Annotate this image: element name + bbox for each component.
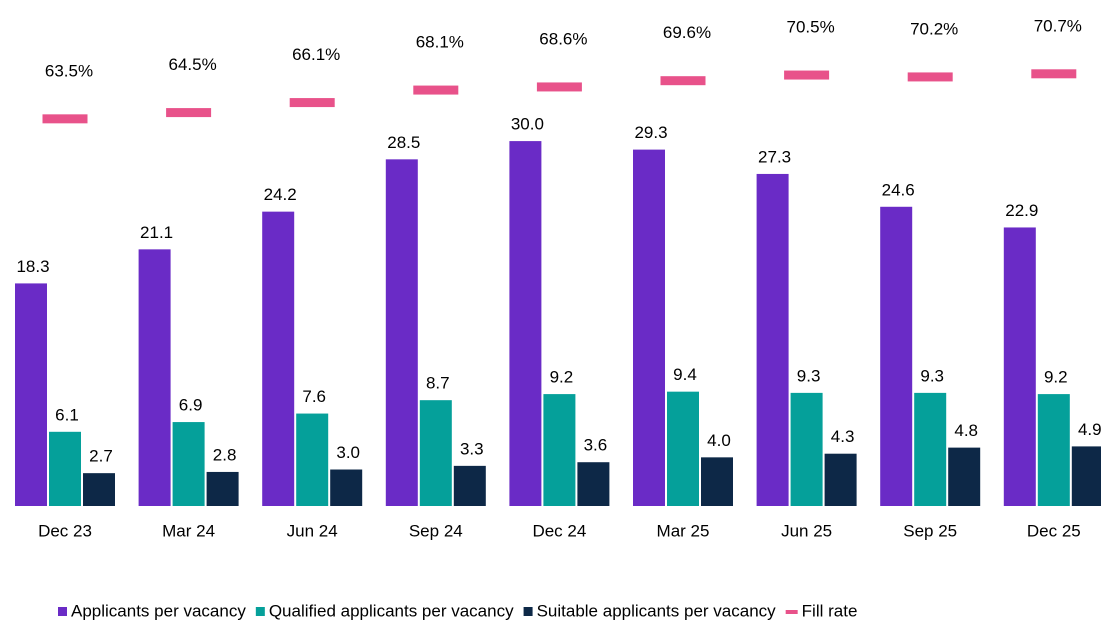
x-tick-label: Dec 25 [1027, 521, 1081, 540]
bar [83, 473, 115, 506]
x-tick-label: Sep 24 [409, 521, 463, 540]
x-tick-label: Jun 25 [781, 521, 832, 540]
fill-rate-marker [166, 108, 212, 118]
legend-label: Fill rate [802, 601, 858, 620]
bar [1071, 446, 1101, 506]
bar [172, 422, 205, 506]
legend-label: Qualified applicants per vacancy [269, 601, 514, 620]
data-label: 2.8 [213, 445, 237, 464]
bar [543, 394, 576, 506]
fill-rate-marker [289, 98, 335, 108]
bar [577, 462, 610, 506]
data-label: 9.3 [920, 366, 944, 385]
data-label: 27.3 [758, 147, 791, 166]
data-label: 69.6% [663, 23, 711, 42]
bar [1003, 227, 1036, 506]
data-label: 68.1% [416, 33, 464, 52]
data-label: 4.8 [954, 421, 978, 440]
data-label: 70.7% [1034, 16, 1082, 35]
data-label: 18.3 [16, 257, 49, 276]
x-tick-label: Dec 23 [38, 521, 92, 540]
data-label: 9.3 [797, 366, 821, 385]
data-label: 6.1 [55, 405, 79, 424]
bar [385, 159, 418, 506]
data-label: 68.6% [539, 29, 587, 48]
bar [296, 413, 329, 506]
bar [49, 431, 81, 506]
fill-rate-marker [784, 70, 830, 80]
data-label: 30.0 [511, 115, 544, 134]
fill-rate-marker [42, 114, 88, 124]
bar [914, 392, 947, 506]
bar [206, 471, 239, 506]
bar [756, 173, 789, 506]
data-label: 9.2 [1044, 368, 1068, 387]
data-label: 29.3 [634, 123, 667, 142]
fill-rate-marker [536, 82, 582, 92]
bar [948, 447, 981, 506]
bar [262, 211, 295, 506]
bar [509, 141, 542, 506]
data-label: 70.5% [786, 18, 834, 37]
bar [790, 392, 823, 506]
data-label: 3.0 [336, 443, 360, 462]
bar [15, 283, 47, 506]
legend-marker [255, 607, 265, 616]
x-tick-label: Sep 25 [903, 521, 957, 540]
data-label: 7.6 [302, 387, 326, 406]
bar [419, 400, 452, 506]
x-tick-label: Mar 24 [162, 521, 215, 540]
fill-rate-marker [907, 72, 953, 82]
bar [824, 453, 857, 506]
data-label: 9.4 [673, 365, 697, 384]
bar [1037, 394, 1070, 506]
legend-label: Applicants per vacancy [71, 601, 246, 620]
x-tick-label: Jun 24 [287, 521, 338, 540]
data-label: 8.7 [426, 374, 450, 393]
data-label: 21.1 [140, 223, 173, 242]
bar [330, 469, 363, 506]
data-label: 4.3 [831, 427, 855, 446]
bar [701, 457, 733, 506]
fill-rate-marker [660, 76, 706, 86]
data-label: 22.9 [1005, 201, 1038, 220]
fill-rate-marker [1031, 69, 1077, 79]
data-label: 28.5 [387, 133, 420, 152]
data-label: 2.7 [89, 447, 113, 466]
bar [633, 149, 665, 506]
data-label: 3.6 [584, 436, 608, 455]
fill-rate-marker [413, 85, 459, 95]
data-label: 24.6 [882, 180, 915, 199]
data-label: 70.2% [910, 19, 958, 38]
data-label: 4.9 [1078, 420, 1101, 439]
bar [880, 206, 913, 506]
bar [138, 249, 171, 507]
x-tick-label: Mar 25 [657, 521, 710, 540]
data-label: 24.2 [264, 185, 297, 204]
data-label: 9.2 [550, 368, 574, 387]
data-label: 66.1% [292, 45, 340, 64]
legend-label: Suitable applicants per vacancy [537, 601, 777, 620]
data-label: 6.9 [179, 396, 203, 415]
bar [667, 391, 699, 506]
legend-marker [58, 607, 67, 616]
x-tick-label: Dec 24 [532, 521, 586, 540]
data-label: 63.5% [45, 61, 93, 80]
data-label: 4.0 [707, 431, 731, 450]
data-label: 3.3 [460, 439, 484, 458]
legend-marker [523, 607, 533, 616]
data-label: 64.5% [168, 55, 216, 74]
bar [453, 465, 486, 506]
legend-marker [785, 610, 798, 614]
